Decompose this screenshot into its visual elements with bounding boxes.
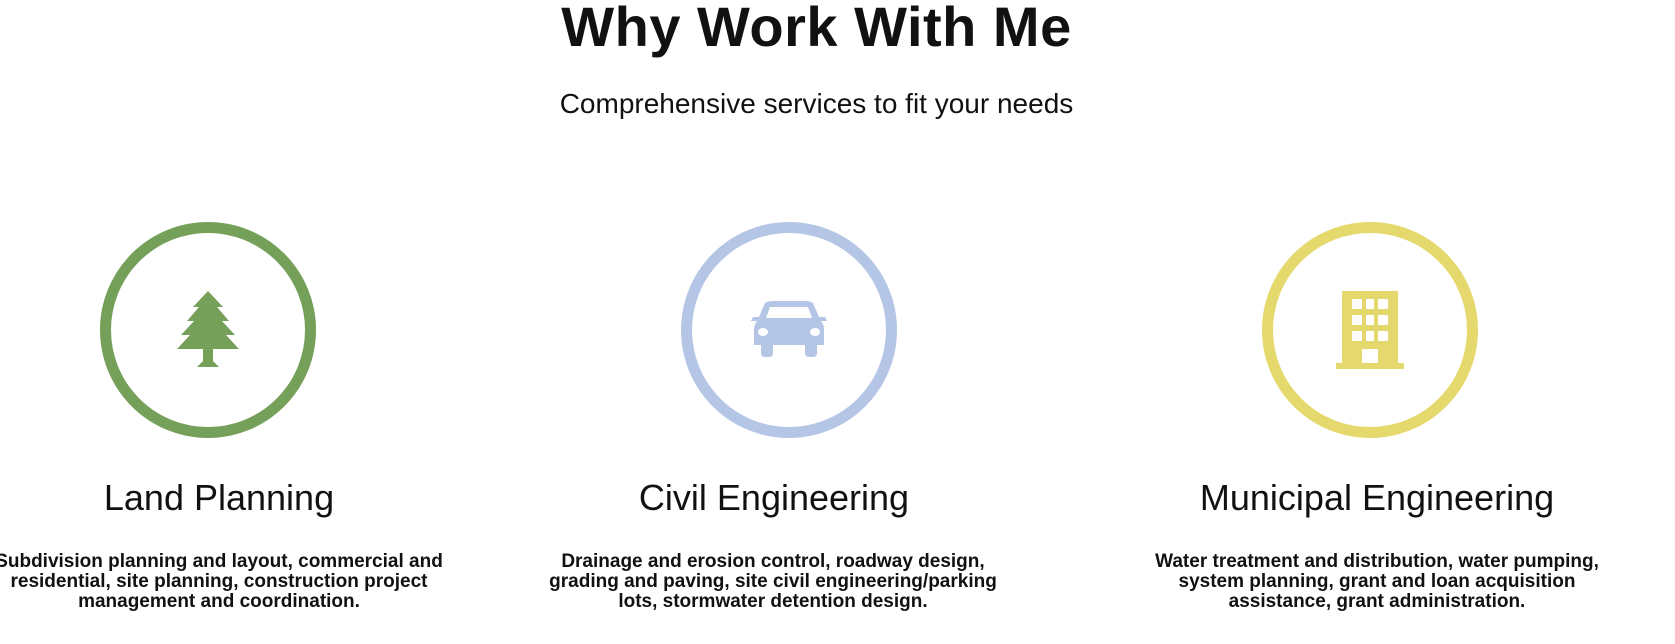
service-title: Civil Engineering bbox=[638, 477, 910, 518]
service-icon-circle bbox=[1262, 222, 1478, 438]
service-title: Land Planning bbox=[103, 477, 335, 518]
service-title: Municipal Engineering bbox=[1199, 477, 1555, 518]
tree-icon bbox=[177, 291, 239, 367]
service-description: Water treatment and distribution, water … bbox=[1155, 551, 1599, 612]
car-icon bbox=[751, 301, 827, 357]
page-title: Why Work With Me bbox=[561, 0, 1072, 58]
building-icon bbox=[1336, 291, 1404, 369]
page-subtitle: Comprehensive services to fit your needs bbox=[559, 88, 1074, 119]
service-description: Subdivision planning and layout, commerc… bbox=[0, 551, 443, 612]
service-icon-circle bbox=[100, 222, 316, 438]
service-description: Drainage and erosion control, roadway de… bbox=[549, 551, 997, 612]
service-icon-circle bbox=[681, 222, 897, 438]
